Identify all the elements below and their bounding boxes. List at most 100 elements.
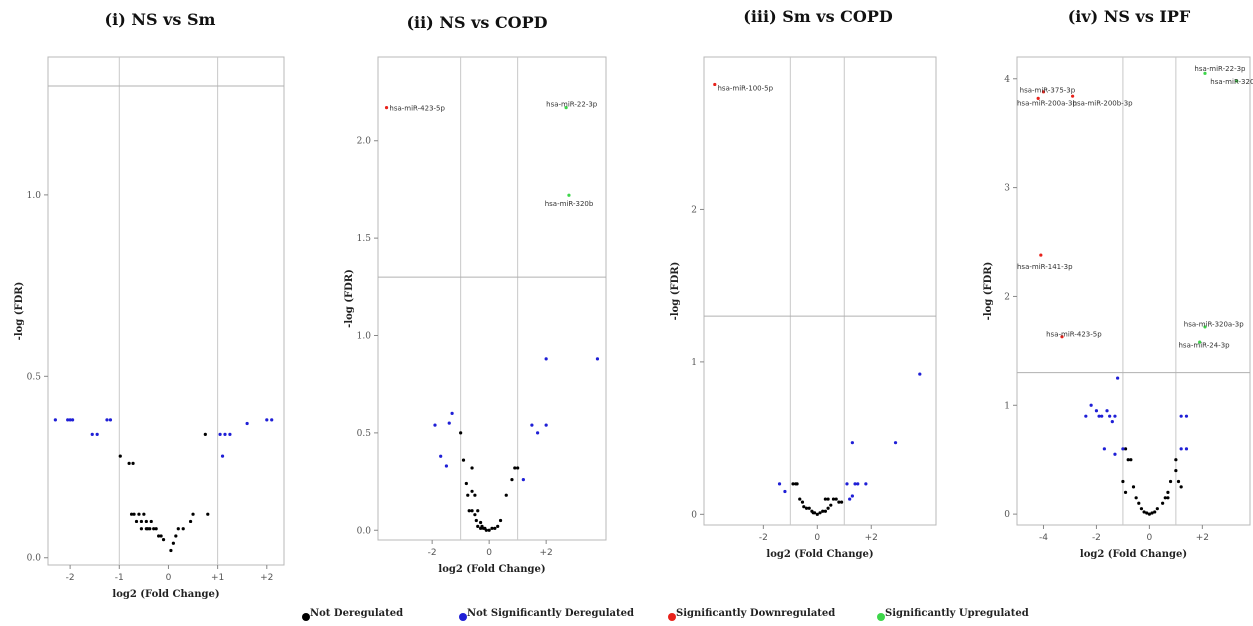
not-deregulated-point <box>1179 485 1183 489</box>
mirna-label: hsa-miR-200a-3p <box>1017 100 1077 108</box>
not-deregulated-point <box>798 497 802 501</box>
y-tick-label: 0 <box>691 510 697 520</box>
not-deregulated-point <box>1142 510 1146 514</box>
not-deregulated-point <box>834 497 838 501</box>
not-significant-point <box>70 418 75 422</box>
not-significant-point <box>1121 447 1125 451</box>
not-deregulated-point <box>169 548 173 553</box>
downregulated-point <box>1041 90 1046 94</box>
not-significant-point <box>848 497 852 501</box>
not-deregulated-point <box>134 519 139 524</box>
not-deregulated-point <box>188 519 193 524</box>
mirna-label: hsa-miR-375-3p <box>1020 87 1076 95</box>
not-deregulated-point <box>504 493 508 497</box>
not-significant-point <box>1094 409 1099 413</box>
downregulated-point <box>1039 253 1043 257</box>
x-tick-label: -4 <box>1039 533 1048 543</box>
mirna-label: hsa-miR-22-3p <box>546 101 598 109</box>
mirna-label: hsa-miR-24-3p <box>1179 341 1231 349</box>
not-significant-point <box>783 489 787 494</box>
x-axis-label: log2 (Fold Change) <box>112 589 219 600</box>
not-deregulated-point <box>516 466 520 470</box>
y-tick-label: 0.5 <box>27 372 42 382</box>
not-deregulated-point <box>1174 458 1178 462</box>
downregulated-point <box>1060 335 1064 339</box>
not-deregulated-point <box>795 482 799 486</box>
not-deregulated-point <box>807 506 811 510</box>
not-deregulated-point <box>496 524 500 528</box>
not-deregulated-point <box>1166 496 1170 500</box>
x-axis-label: log2 (Fold Change) <box>438 564 545 575</box>
not-deregulated-point <box>1134 496 1138 500</box>
not-significant-point <box>853 482 857 486</box>
not-deregulated-point <box>176 527 180 531</box>
not-significant-point <box>1108 414 1112 418</box>
not-deregulated-point <box>144 527 148 531</box>
not-deregulated-point <box>1121 479 1125 484</box>
upregulated-point <box>1203 71 1207 75</box>
not-deregulated-point <box>154 527 158 531</box>
x-tick-label: 0 <box>486 548 492 558</box>
not-significant-point <box>265 418 269 422</box>
not-deregulated-point <box>837 500 841 504</box>
y-tick-label: 1 <box>691 358 697 368</box>
x-tick-label: -2 <box>66 573 75 583</box>
not-significant-point <box>105 418 109 422</box>
not-deregulated-point <box>1147 512 1151 516</box>
not-deregulated-point <box>1126 458 1130 462</box>
plot-frame <box>1016 56 1251 526</box>
not-deregulated-point <box>513 466 517 470</box>
plot-title: (ii) NS vs COPD <box>406 13 547 32</box>
legend-label: Not Deregulated <box>310 608 404 619</box>
not-significant-point <box>447 421 451 425</box>
legend-marker <box>668 613 676 621</box>
not-deregulated-point <box>459 431 463 435</box>
not-significant-point <box>1184 414 1189 418</box>
y-axis-label: -log (FDR) <box>983 262 994 321</box>
not-deregulated-point <box>467 509 471 513</box>
not-deregulated-point <box>1139 507 1144 511</box>
legend-marker <box>877 613 885 621</box>
not-significant-point <box>90 432 94 436</box>
x-tick-label: -1 <box>115 573 124 583</box>
not-deregulated-point <box>510 478 514 482</box>
x-tick-label: +1 <box>211 573 224 583</box>
y-tick-label: 0 <box>1004 510 1010 520</box>
not-significant-point <box>845 482 849 486</box>
not-deregulated-point <box>464 481 468 486</box>
x-tick-label: -2 <box>428 548 437 558</box>
not-deregulated-point <box>791 482 795 486</box>
not-deregulated-point <box>813 511 817 515</box>
not-deregulated-point <box>1131 485 1136 489</box>
not-deregulated-point <box>1123 490 1128 494</box>
not-deregulated-point <box>823 497 827 501</box>
y-tick-label: 3 <box>1004 184 1010 194</box>
y-tick-label: 1.0 <box>27 191 42 201</box>
legend-marker <box>302 613 310 621</box>
not-deregulated-point <box>466 493 470 497</box>
x-tick-label: -2 <box>1092 533 1101 543</box>
not-deregulated-point <box>1150 511 1154 515</box>
not-deregulated-point <box>161 538 166 542</box>
x-tick-label: 0 <box>166 573 172 583</box>
mirna-label: hsa-miR-100-5p <box>717 84 773 92</box>
mirna-label: hsa-miR-141-3p <box>1017 263 1073 271</box>
volcano-plot-3: (iii) Sm vs COPD -2 0 +2 0 1 2 log2 (Fold Chang… <box>670 7 937 560</box>
mirna-label: hsa-miR-22-3p <box>1194 65 1246 73</box>
not-deregulated-point <box>498 518 503 523</box>
upregulated-point <box>564 106 568 110</box>
not-deregulated-point <box>826 497 830 501</box>
downregulated-point <box>713 82 717 87</box>
not-deregulated-point <box>1161 501 1165 505</box>
not-deregulated-point <box>476 524 480 528</box>
y-tick-label: 1.5 <box>357 234 372 244</box>
not-significant-point <box>1113 414 1117 418</box>
not-deregulated-point <box>144 519 148 524</box>
x-axis-label: log2 (Fold Change) <box>766 549 873 560</box>
not-significant-point <box>270 418 274 422</box>
y-tick-label: 1.0 <box>357 332 372 342</box>
volcano-plot-4: (iv) NS vs IPF -4 -2 0 +2 0 1 2 3 4 log2 (Fold Cha… <box>983 7 1253 560</box>
not-significant-point <box>521 478 525 482</box>
not-deregulated-point <box>800 500 805 504</box>
not-deregulated-point <box>1163 496 1167 500</box>
